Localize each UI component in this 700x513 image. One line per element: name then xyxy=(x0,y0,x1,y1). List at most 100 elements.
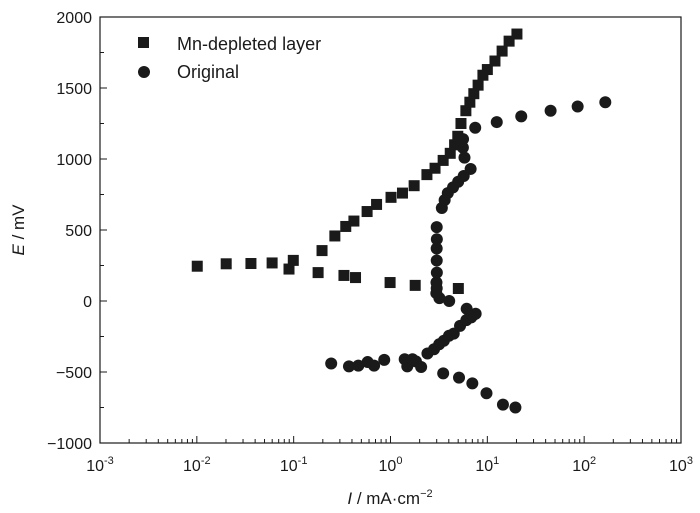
x-tick-base: 10 xyxy=(669,458,687,475)
data-point-square xyxy=(455,118,467,129)
data-point-square xyxy=(444,147,456,159)
tick-labels: 10-3 10-2 10-1 100 101 102 103−1000−5000500100… xyxy=(47,10,693,475)
data-point-square xyxy=(464,96,476,108)
x-tick-base: 10 xyxy=(280,458,298,475)
data-point-square xyxy=(481,64,493,76)
legend-label-original: Original xyxy=(177,62,239,82)
data-point-circle xyxy=(443,295,456,307)
data-point-square xyxy=(338,269,350,281)
legend-marker-mn-depleted xyxy=(138,37,149,48)
data-point-circle xyxy=(352,359,365,372)
y-axis-title: E / mV xyxy=(9,204,28,256)
data-point-square xyxy=(396,187,408,199)
data-point-square xyxy=(220,258,232,270)
data-point-square xyxy=(371,198,383,210)
data-point-square xyxy=(460,105,472,117)
data-point-circle xyxy=(469,121,482,134)
data-point-square xyxy=(329,230,341,242)
data-point-circle xyxy=(571,100,584,113)
data-point-square xyxy=(340,220,352,232)
data-point-square xyxy=(384,277,396,289)
x-tick-label: 102 xyxy=(572,455,596,475)
data-point-square xyxy=(496,45,508,57)
data-point-square xyxy=(489,55,501,67)
data-point-square xyxy=(385,191,397,203)
data-point-circle xyxy=(430,233,443,246)
data-point-circle xyxy=(437,367,450,380)
data-point-square xyxy=(437,154,449,166)
y-tick-label: 1000 xyxy=(56,152,92,169)
y-tick-label: −1000 xyxy=(47,436,92,453)
y-tick-label: 500 xyxy=(65,223,92,240)
data-point-circle xyxy=(325,357,338,370)
data-point-square xyxy=(408,180,420,192)
x-tick-base: 10 xyxy=(572,458,590,475)
data-point-square xyxy=(350,272,362,284)
y-axis-title-rest: / mV xyxy=(9,204,28,244)
data-point-circle xyxy=(430,242,443,255)
legend-label-mn-depleted: Mn-depleted layer xyxy=(177,34,321,54)
data-point-circle xyxy=(430,221,443,234)
y-tick-label: 0 xyxy=(83,294,92,311)
series-original xyxy=(325,96,612,414)
legend-marker-original xyxy=(138,66,150,78)
data-point-circle xyxy=(490,116,503,129)
data-point-square xyxy=(503,35,515,47)
x-tick-label: 103 xyxy=(669,455,693,475)
axis-ticks xyxy=(99,16,682,444)
x-tick-base: 10 xyxy=(183,458,201,475)
data-point-square xyxy=(468,88,480,100)
x-tick-exponent: 0 xyxy=(396,455,402,467)
x-tick-exponent: 3 xyxy=(687,455,693,467)
data-point-square xyxy=(511,28,523,40)
data-points xyxy=(191,28,612,414)
x-tick-exponent: 2 xyxy=(590,455,596,467)
data-point-circle xyxy=(464,162,477,175)
data-point-circle xyxy=(457,133,470,146)
x-tick-label: 10-3 xyxy=(86,455,114,475)
x-tick-label: 10-2 xyxy=(183,455,211,475)
data-point-square xyxy=(287,254,299,266)
data-point-circle xyxy=(342,360,355,373)
data-point-square xyxy=(472,79,484,91)
y-tick-label: 2000 xyxy=(56,10,92,27)
x-tick-base: 10 xyxy=(379,458,397,475)
data-point-circle xyxy=(515,110,528,123)
data-point-circle xyxy=(509,401,522,414)
x-tick-exponent: -3 xyxy=(104,455,114,467)
x-axis-title-symbol: I xyxy=(347,489,352,508)
data-point-square xyxy=(429,162,441,174)
x-tick-exponent: -2 xyxy=(201,455,211,467)
data-point-circle xyxy=(415,361,428,374)
data-point-square xyxy=(452,283,464,295)
data-point-square xyxy=(477,69,489,81)
data-point-square xyxy=(191,260,203,272)
y-tick-label: 1500 xyxy=(56,81,92,98)
x-tick-base: 10 xyxy=(475,458,493,475)
data-point-circle xyxy=(453,371,466,384)
data-point-circle xyxy=(466,377,479,390)
data-point-circle xyxy=(430,276,443,289)
y-tick-label: −500 xyxy=(56,365,92,382)
data-point-circle xyxy=(496,398,509,411)
data-point-square xyxy=(409,279,421,291)
data-point-circle xyxy=(544,104,557,117)
data-point-circle xyxy=(599,96,612,109)
x-axis-title-sup: −2 xyxy=(420,488,433,500)
x-tick-exponent: 1 xyxy=(493,455,499,467)
data-point-square xyxy=(348,215,360,227)
x-axis-title-rest: / mA·cm xyxy=(352,489,420,508)
x-tick-exponent: -1 xyxy=(298,455,308,467)
plot-frame xyxy=(99,16,682,444)
data-point-circle xyxy=(378,353,391,366)
data-point-circle xyxy=(430,266,443,279)
y-axis-title-symbol: E xyxy=(9,244,28,256)
data-point-circle xyxy=(368,359,381,372)
data-point-square xyxy=(316,245,328,257)
data-point-square xyxy=(283,263,295,275)
data-point-square xyxy=(245,258,257,270)
data-point-circle xyxy=(430,254,443,267)
data-point-square xyxy=(449,139,461,151)
data-point-circle xyxy=(456,141,469,154)
